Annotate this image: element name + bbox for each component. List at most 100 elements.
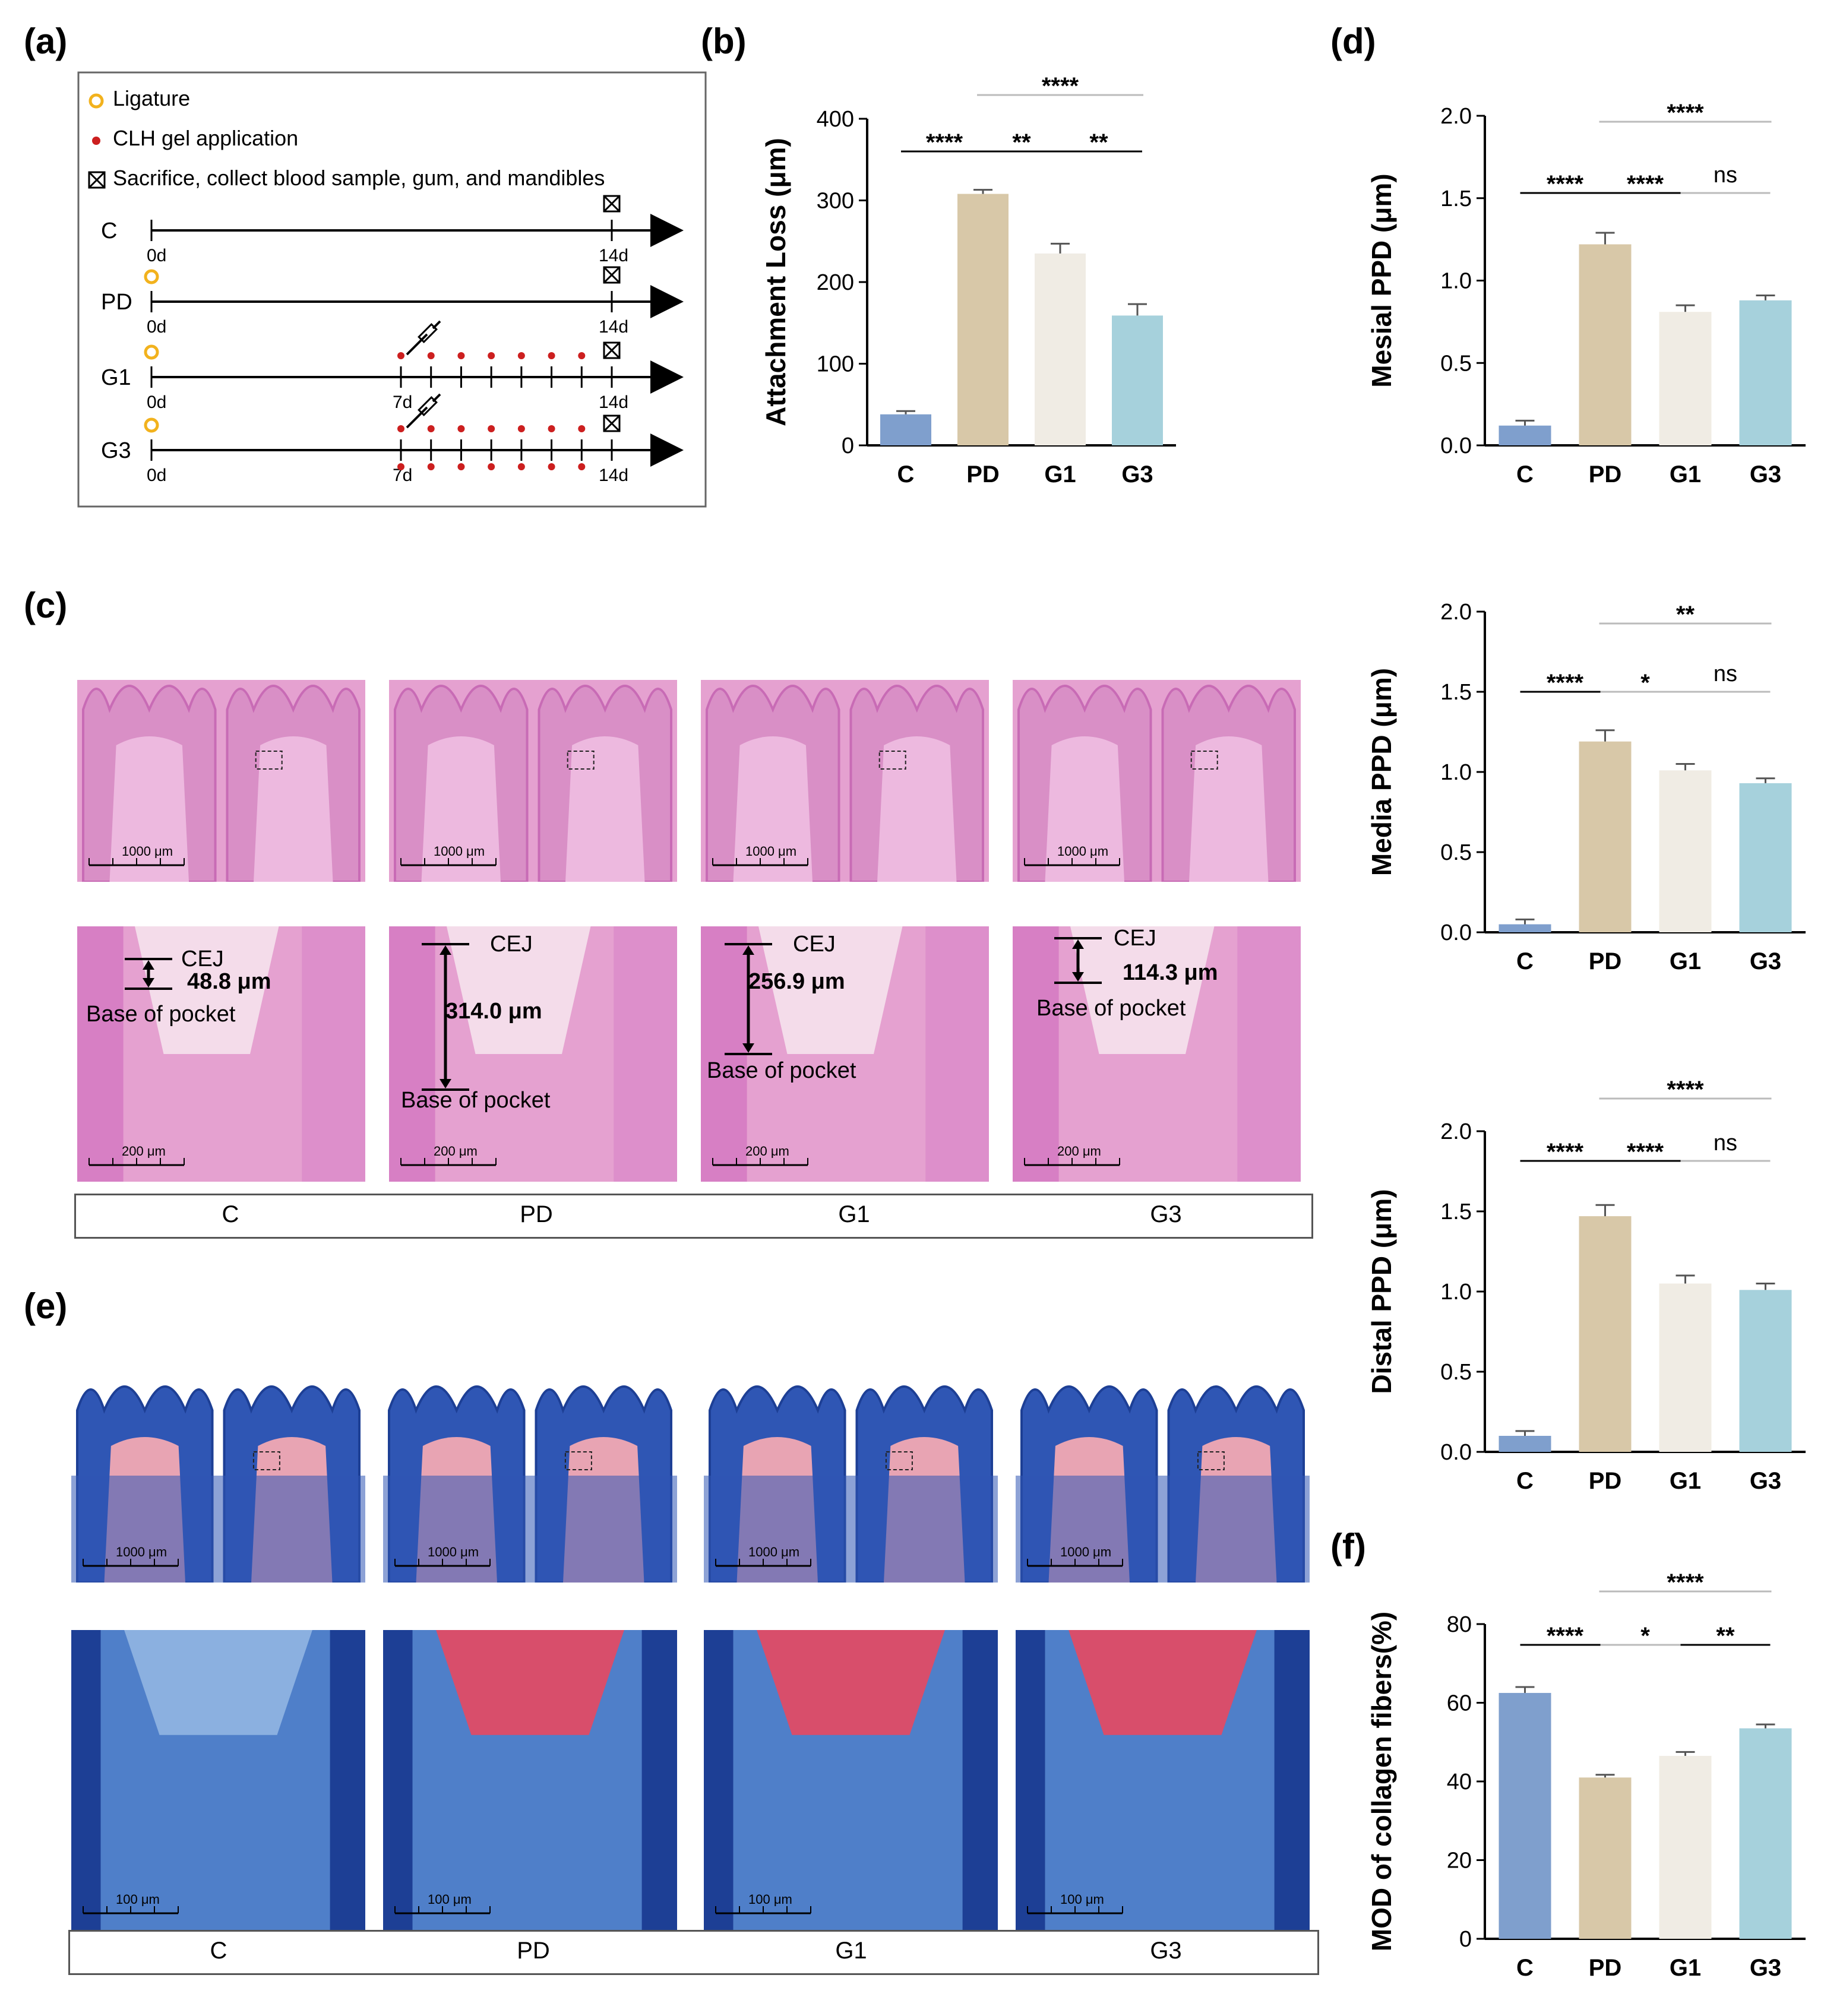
mt-col-label-pd: PD [517,1938,550,1964]
bar-c [1499,924,1551,932]
significance-label: ** [1089,129,1108,156]
sacrifice-marker-icon [603,414,621,432]
cej-label: CEJ [181,947,224,971]
y-tick-label: 0 [842,433,854,458]
x-tick-label: PD [1589,1468,1622,1494]
bar-pd [957,194,1009,445]
mt-overview-image-1: 1000 μm [383,1345,677,1583]
he-overview-image-0: 1000 μm [77,644,365,882]
gel-application-dot [457,463,465,470]
y-axis-label: Attachment Loss (μm) [760,138,791,426]
y-tick-label: 1.5 [1440,680,1472,705]
pocket-base-label: Base of pocket [1036,996,1186,1021]
scale-bar-label: 1000 μm [1057,844,1108,859]
roi-box [564,1451,592,1470]
x-tick-label: G3 [1750,1955,1781,1981]
y-tick-label: 200 [817,270,854,295]
timeline-day0-label: 0d [147,393,166,412]
bar-c [1499,425,1551,445]
pulp-shape [254,736,333,882]
gel-application-dot [578,352,586,359]
gel-application-dot [517,352,525,359]
y-tick-label: 60 [1447,1691,1472,1716]
bar-g3 [1739,1728,1792,1939]
mt-zoom-image-2: 100 μm [704,1630,998,1930]
scale-bar-label: 1000 μm [1060,1545,1111,1559]
roi-box [567,751,595,770]
pulp-shape [109,736,189,882]
bar-g3 [1739,300,1792,445]
scale-bar-label: 100 μm [116,1892,160,1907]
bar-c [1499,1692,1551,1939]
collagen-red-area [436,1630,624,1735]
scale-bar-label: 100 μm [428,1892,472,1907]
y-tick-label: 100 [817,352,854,377]
roi-box [885,1451,913,1470]
y-tick-label: 2.0 [1440,104,1472,129]
ligature-marker-icon [144,417,159,433]
pocket-depth-value: 114.3 μm [1123,960,1218,985]
timeline-day14-label: 14d [599,466,628,485]
significance-label: **** [1667,1077,1704,1103]
gel-application-dot [397,425,404,432]
y-axis-label: Mesial PPD (μm) [1366,173,1397,387]
ligature-icon [88,93,104,109]
tooth-root-left [1013,926,1059,1182]
panel-label-f: (f) [1330,1527,1366,1566]
y-tick-label: 80 [1447,1612,1472,1637]
panel-label-b: (b) [701,21,747,61]
mt-zoom-image-3: 100 μm [1016,1630,1310,1930]
y-tick-label: 1.0 [1440,269,1472,294]
cej-label: CEJ [1114,926,1156,951]
panel-label-d: (d) [1330,21,1376,61]
gel-dot-icon [92,137,100,145]
gel-application-dot [517,425,525,432]
x-tick-label: PD [966,461,1000,488]
bar-g1 [1659,1755,1712,1939]
x-tick-label: C [1516,461,1534,488]
x-tick-label: G1 [1670,1955,1701,1981]
scale-bar-label: 200 μm [122,1144,166,1159]
y-tick-label: 1.5 [1440,186,1472,211]
y-tick-label: 0.0 [1440,1440,1472,1465]
significance-label: **** [1667,1569,1704,1596]
he-column-label-strip: C PD G1 G3 [74,1194,1313,1239]
x-tick-label: C [1516,948,1534,974]
gel-application-dot [548,463,555,470]
timeline-day0-label: 0d [147,466,166,485]
timeline-day14-label: 14d [599,393,628,412]
chart-distal-ppd: 0.0 0.5 1.0 1.5 2.0 Distal PPD (μm) C PD G1 G3 ***… [1366,1077,1806,1494]
roi-box [255,751,283,770]
he-overview-image-3: 1000 μm [1013,644,1301,882]
significance-label: **** [1627,171,1664,197]
scale-bar-label: 1000 μm [745,844,796,859]
pulp-shape [565,736,645,882]
cej-label: CEJ [490,932,533,957]
timeline-day14-label: 14d [599,246,628,265]
ligature-marker-icon [144,269,159,284]
cej-label: CEJ [793,932,836,957]
pulp-shape [733,736,813,882]
collagen-red-area [124,1630,312,1735]
significance-label: ns [1714,1131,1737,1156]
legend-ligature: Ligature [113,86,190,110]
significance-label: ns [1714,662,1737,686]
pulp-shape [1189,736,1269,882]
panel-label-e: (e) [24,1286,68,1326]
bar-c [880,414,931,445]
ligature-marker-icon [144,344,159,360]
gel-application-dot [427,425,435,432]
y-tick-label: 40 [1447,1770,1472,1795]
y-tick-label: 0.0 [1440,433,1472,458]
gel-application-dot [578,425,586,432]
mt-col-label-c: C [210,1938,227,1964]
gel-application-dot [488,463,495,470]
y-tick-label: 0.5 [1440,1360,1472,1385]
timeline-day0-label: 0d [147,246,166,265]
significance-label: **** [1042,73,1079,99]
bar-g3 [1739,1290,1792,1452]
y-tick-label: 0.5 [1440,351,1472,376]
timeline-day0-label: 0d [147,317,166,337]
sacrifice-marker-icon [603,341,621,359]
x-tick-label: C [1516,1955,1534,1981]
